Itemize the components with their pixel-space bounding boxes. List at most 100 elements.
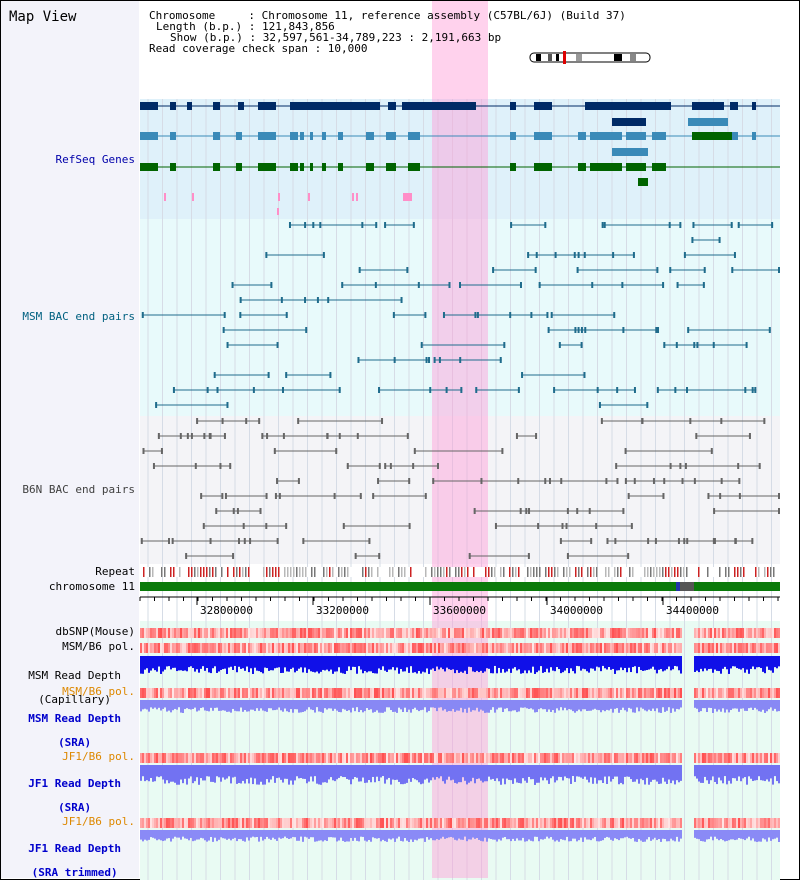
read-depth-bar xyxy=(614,765,616,777)
polymorphism-cell xyxy=(408,688,410,698)
polymorphism-cell xyxy=(390,688,392,698)
read-depth-bar xyxy=(416,830,418,841)
polymorphism-cell xyxy=(534,688,536,698)
track-label-msm-b6-pol-2[interactable]: MSM/B6 pol. xyxy=(62,685,135,698)
polymorphism-cell xyxy=(210,643,212,653)
track-label-chromosome[interactable]: chromosome 11 xyxy=(48,580,135,593)
repeat-mark xyxy=(683,567,685,577)
polymorphism-cell xyxy=(580,628,582,638)
polymorphism-cell xyxy=(610,753,612,763)
read-depth-bar xyxy=(542,700,544,710)
read-depth-bar xyxy=(144,765,146,782)
b6n-bac-pair-end xyxy=(630,523,633,529)
polymorphism-cell xyxy=(748,753,750,763)
read-depth-bar xyxy=(326,830,328,841)
track-label-jf1-depth-sra[interactable]: JF1 Read Depth (SRA) xyxy=(1,766,135,814)
track-label-msm-depth-sra[interactable]: MSM Read Depth (SRA) xyxy=(1,701,135,749)
polymorphism-cell xyxy=(332,818,334,828)
read-depth-bar xyxy=(522,700,524,708)
polymorphism-cell xyxy=(374,818,376,828)
track-label-msm-b6-pol-1[interactable]: MSM/B6 pol. xyxy=(62,640,135,653)
polymorphism-cell xyxy=(282,628,284,638)
msm-bac-pair-end xyxy=(703,267,706,273)
track-label-repeat[interactable]: Repeat xyxy=(95,565,135,578)
polymorphism-cell xyxy=(382,628,384,638)
b6n-bac-pair-end xyxy=(758,463,761,469)
polymorphism-cell xyxy=(564,753,566,763)
polymorphism-cell xyxy=(486,643,488,653)
polymorphism-cell xyxy=(242,628,244,638)
polymorphism-cell xyxy=(778,643,780,653)
polymorphism-cell xyxy=(668,753,670,763)
read-depth-bar xyxy=(748,765,750,777)
polymorphism-cell xyxy=(532,753,534,763)
repeat-mark xyxy=(509,567,511,577)
read-depth-bar xyxy=(300,765,302,778)
read-depth-bar xyxy=(170,656,172,670)
read-depth-bar xyxy=(490,656,492,674)
polymorphism-cell xyxy=(328,753,330,763)
track-label-dbsnp[interactable]: dbSNP(Mouse) xyxy=(55,625,135,638)
polymorphism-cell xyxy=(226,643,228,653)
polymorphism-cell xyxy=(404,818,406,828)
msm-bac-pair-end xyxy=(550,312,553,318)
polymorphism-cell xyxy=(236,628,238,638)
polymorphism-cell xyxy=(154,753,156,763)
polymorphism-cell xyxy=(700,628,702,638)
read-depth-bar xyxy=(482,656,484,673)
track-label-line: JF1 Read Depth xyxy=(28,842,121,855)
track-label-b6n-bac[interactable]: B6N BAC end pairs xyxy=(22,483,135,496)
polymorphism-cell xyxy=(350,753,352,763)
repeat-mark xyxy=(563,567,565,577)
repeat-mark xyxy=(173,567,175,577)
read-depth-bar xyxy=(146,700,148,710)
read-depth-bar xyxy=(282,656,284,673)
track-label-msm-bac[interactable]: MSM BAC end pairs xyxy=(22,310,135,323)
read-depth-bar xyxy=(336,656,338,672)
track-label-refseq-genes[interactable]: RefSeq Genes xyxy=(55,153,135,166)
track-label-msm-depth-capillary[interactable]: MSM Read Depth (Capillary) xyxy=(1,658,135,706)
read-depth-bar xyxy=(638,656,640,667)
read-depth-bar xyxy=(648,765,650,785)
read-depth-bar xyxy=(334,656,336,672)
polymorphism-cell xyxy=(430,688,432,698)
polymorphism-cell xyxy=(224,643,226,653)
read-depth-bar xyxy=(472,765,474,778)
polymorphism-cell xyxy=(352,643,354,653)
read-depth-bar xyxy=(358,656,360,667)
track-label-jf1-b6-pol-1[interactable]: JF1/B6 pol. xyxy=(62,750,135,763)
polymorphism-cell xyxy=(428,628,430,638)
read-depth-bar xyxy=(578,765,580,777)
polymorphism-cell xyxy=(766,818,768,828)
read-depth-bar xyxy=(366,656,368,673)
polymorphism-cell xyxy=(354,643,356,653)
read-depth-bar xyxy=(722,765,724,784)
read-depth-bar xyxy=(236,656,238,673)
polymorphism-cell xyxy=(160,688,162,698)
polymorphism-cell xyxy=(608,818,610,828)
read-depth-bar xyxy=(440,765,442,777)
read-depth-bar xyxy=(674,830,676,842)
track-label-jf1-b6-pol-2[interactable]: JF1/B6 pol. xyxy=(62,815,135,828)
read-depth-bar xyxy=(144,656,146,670)
track-label-jf1-depth-trimmed[interactable]: JF1 Read Depth (SRA trimmed) xyxy=(1,831,135,879)
polymorphism-cell xyxy=(596,628,598,638)
read-depth-bar xyxy=(644,830,646,842)
repeat-mark xyxy=(215,567,217,577)
polymorphism-cell xyxy=(588,818,590,828)
read-depth-bar xyxy=(546,656,548,669)
polymorphism-cell xyxy=(744,643,746,653)
read-depth-bar xyxy=(624,765,626,777)
read-depth-bar xyxy=(524,765,526,781)
read-depth-bar xyxy=(772,765,774,785)
repeat-mark xyxy=(536,567,538,577)
polymorphism-cell xyxy=(726,688,728,698)
polymorphism-cell xyxy=(146,688,148,698)
read-depth-bar xyxy=(488,830,490,839)
repeat-mark xyxy=(500,567,502,577)
b6n-bac-pair-end xyxy=(590,538,593,544)
read-depth-bar xyxy=(708,765,710,784)
polymorphism-cell xyxy=(380,628,382,638)
read-depth-bar xyxy=(202,765,204,781)
